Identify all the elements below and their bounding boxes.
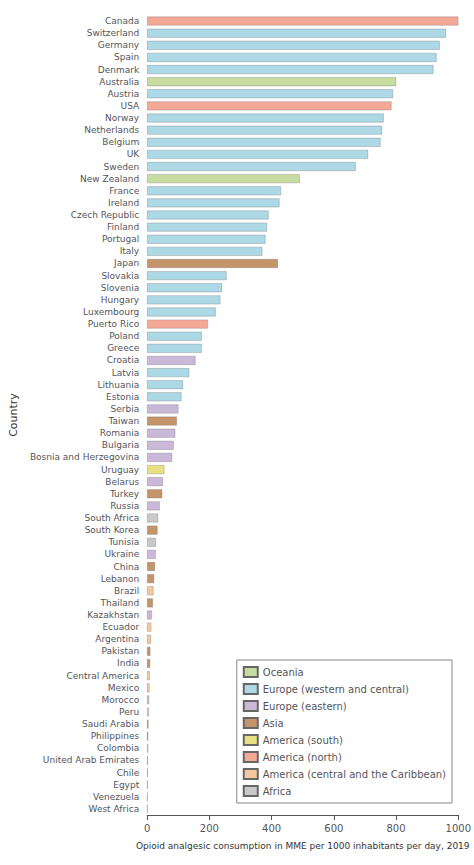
- svg-text:Sweden: Sweden: [104, 162, 140, 172]
- svg-text:400: 400: [262, 823, 281, 834]
- svg-text:Latvia: Latvia: [112, 368, 139, 378]
- svg-text:Ecuador: Ecuador: [102, 622, 139, 632]
- svg-text:France: France: [109, 186, 139, 196]
- svg-text:Oceania: Oceania: [263, 667, 304, 678]
- svg-text:Poland: Poland: [109, 331, 139, 341]
- svg-text:Australia: Australia: [99, 77, 139, 87]
- svg-text:Thailand: Thailand: [100, 598, 140, 608]
- svg-text:Canada: Canada: [105, 16, 139, 26]
- svg-text:Peru: Peru: [119, 707, 139, 717]
- svg-text:Romania: Romania: [100, 428, 139, 438]
- svg-text:Opioid analgesic consumption i: Opioid analgesic consumption in MME per …: [136, 841, 470, 851]
- svg-text:Bulgaria: Bulgaria: [102, 440, 139, 450]
- svg-text:Slovenia: Slovenia: [101, 283, 139, 293]
- svg-text:Africa: Africa: [263, 786, 292, 797]
- svg-text:Argentina: Argentina: [95, 634, 139, 644]
- svg-text:Egypt: Egypt: [113, 780, 139, 790]
- svg-text:India: India: [117, 658, 139, 668]
- svg-text:Taiwan: Taiwan: [108, 416, 140, 426]
- svg-text:Greece: Greece: [107, 343, 139, 353]
- svg-text:Country: Country: [7, 393, 20, 437]
- svg-text:Bosnia and Herzegovina: Bosnia and Herzegovina: [30, 452, 139, 462]
- svg-text:Russia: Russia: [110, 501, 139, 511]
- svg-text:Denmark: Denmark: [98, 65, 140, 75]
- svg-text:800: 800: [387, 823, 406, 834]
- svg-text:Hungary: Hungary: [101, 295, 140, 305]
- svg-text:Morocco: Morocco: [101, 695, 139, 705]
- svg-text:Spain: Spain: [114, 52, 139, 62]
- svg-text:America (north): America (north): [263, 752, 342, 763]
- svg-text:Puerto Rico: Puerto Rico: [88, 319, 140, 329]
- svg-text:Kazakhstan: Kazakhstan: [87, 610, 139, 620]
- svg-text:China: China: [113, 562, 139, 572]
- svg-text:Asia: Asia: [263, 718, 284, 729]
- svg-text:Switzerland: Switzerland: [87, 28, 140, 38]
- svg-text:Luxembourg: Luxembourg: [83, 307, 139, 317]
- svg-text:United Arab Emirates: United Arab Emirates: [43, 755, 140, 765]
- svg-text:Croatia: Croatia: [107, 355, 139, 365]
- svg-text:Lebanon: Lebanon: [101, 574, 140, 584]
- svg-text:Finland: Finland: [107, 222, 139, 232]
- svg-text:Brazil: Brazil: [114, 586, 139, 596]
- svg-text:Saudi Arabia: Saudi Arabia: [82, 719, 139, 729]
- svg-text:Colombia: Colombia: [97, 743, 139, 753]
- svg-text:Austria: Austria: [107, 89, 139, 99]
- svg-text:Ireland: Ireland: [108, 198, 139, 208]
- svg-text:Belarus: Belarus: [105, 477, 139, 487]
- svg-text:Belgium: Belgium: [102, 137, 139, 147]
- svg-text:Chile: Chile: [117, 768, 140, 778]
- svg-text:Italy: Italy: [120, 246, 140, 256]
- svg-text:Venezuela: Venezuela: [93, 792, 139, 802]
- svg-text:UK: UK: [127, 149, 141, 159]
- svg-text:Serbia: Serbia: [110, 404, 139, 414]
- svg-text:Norway: Norway: [105, 113, 140, 123]
- svg-text:600: 600: [324, 823, 343, 834]
- svg-text:0: 0: [144, 823, 150, 834]
- svg-text:America (central and the Carib: America (central and the Caribbean): [263, 769, 446, 780]
- svg-text:Estonia: Estonia: [106, 392, 139, 402]
- svg-text:Europe (western and central): Europe (western and central): [263, 684, 409, 695]
- svg-text:New Zealand: New Zealand: [80, 174, 139, 184]
- svg-text:Netherlands: Netherlands: [84, 125, 139, 135]
- svg-text:Portugal: Portugal: [102, 234, 139, 244]
- svg-text:Mexico: Mexico: [108, 683, 140, 693]
- svg-text:Philippines: Philippines: [91, 731, 140, 741]
- svg-text:West Africa: West Africa: [89, 804, 140, 814]
- svg-text:Japan: Japan: [113, 258, 139, 268]
- svg-text:Lithuania: Lithuania: [97, 380, 139, 390]
- svg-text:South Africa: South Africa: [84, 513, 139, 523]
- svg-text:Uruguay: Uruguay: [101, 465, 140, 475]
- svg-text:Pakistan: Pakistan: [101, 646, 139, 656]
- svg-text:200: 200: [200, 823, 219, 834]
- svg-text:Central America: Central America: [66, 671, 139, 681]
- svg-text:Germany: Germany: [98, 40, 140, 50]
- svg-text:Tunisia: Tunisia: [107, 537, 139, 547]
- svg-text:1000: 1000: [446, 823, 471, 834]
- svg-text:America (south): America (south): [263, 735, 343, 746]
- svg-text:Czech Republic: Czech Republic: [71, 210, 140, 220]
- svg-text:Ukraine: Ukraine: [104, 549, 139, 559]
- svg-text:Turkey: Turkey: [109, 489, 140, 499]
- svg-text:Slovakia: Slovakia: [101, 271, 139, 281]
- svg-text:South Korea: South Korea: [85, 525, 140, 535]
- svg-text:Europe (eastern): Europe (eastern): [263, 701, 347, 712]
- svg-text:USA: USA: [121, 101, 140, 111]
